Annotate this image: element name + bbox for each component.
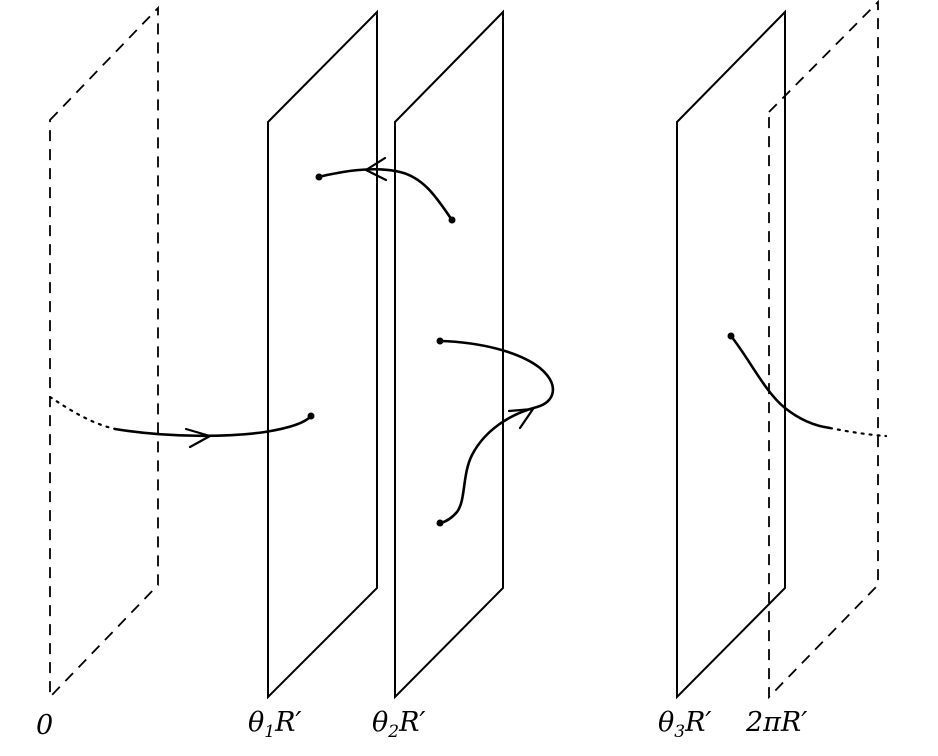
label-theta2: θ2R′ [372,707,426,742]
label-2pi: 2πR′ [745,707,807,738]
string-right-solid [729,334,832,430]
string-right-endpoint [727,332,735,340]
plane-2pi-dashed [768,0,879,700]
string-top [317,167,454,222]
plane-theta3 [676,9,786,700]
string-loop-start [436,337,444,345]
string-left-solid [113,414,313,438]
plane-theta1 [267,9,378,700]
plane-zero-dashed [49,5,159,700]
label-theta1: θ1R′ [248,707,302,742]
string-left-endpoint [307,412,315,420]
plane-theta2 [394,9,504,700]
string-top-end [315,173,323,181]
label-zero: 0 [36,710,53,741]
string-top-arrow [364,156,388,182]
string-loop-end [436,519,444,527]
string-left-arrow [184,427,212,449]
string-left-dotted [48,395,117,431]
string-top-start [448,216,456,224]
string-right-dotted [828,426,888,438]
string-loop [438,339,555,525]
string-loop-arrow [507,407,535,430]
label-theta3: θ3R′ [658,707,712,742]
